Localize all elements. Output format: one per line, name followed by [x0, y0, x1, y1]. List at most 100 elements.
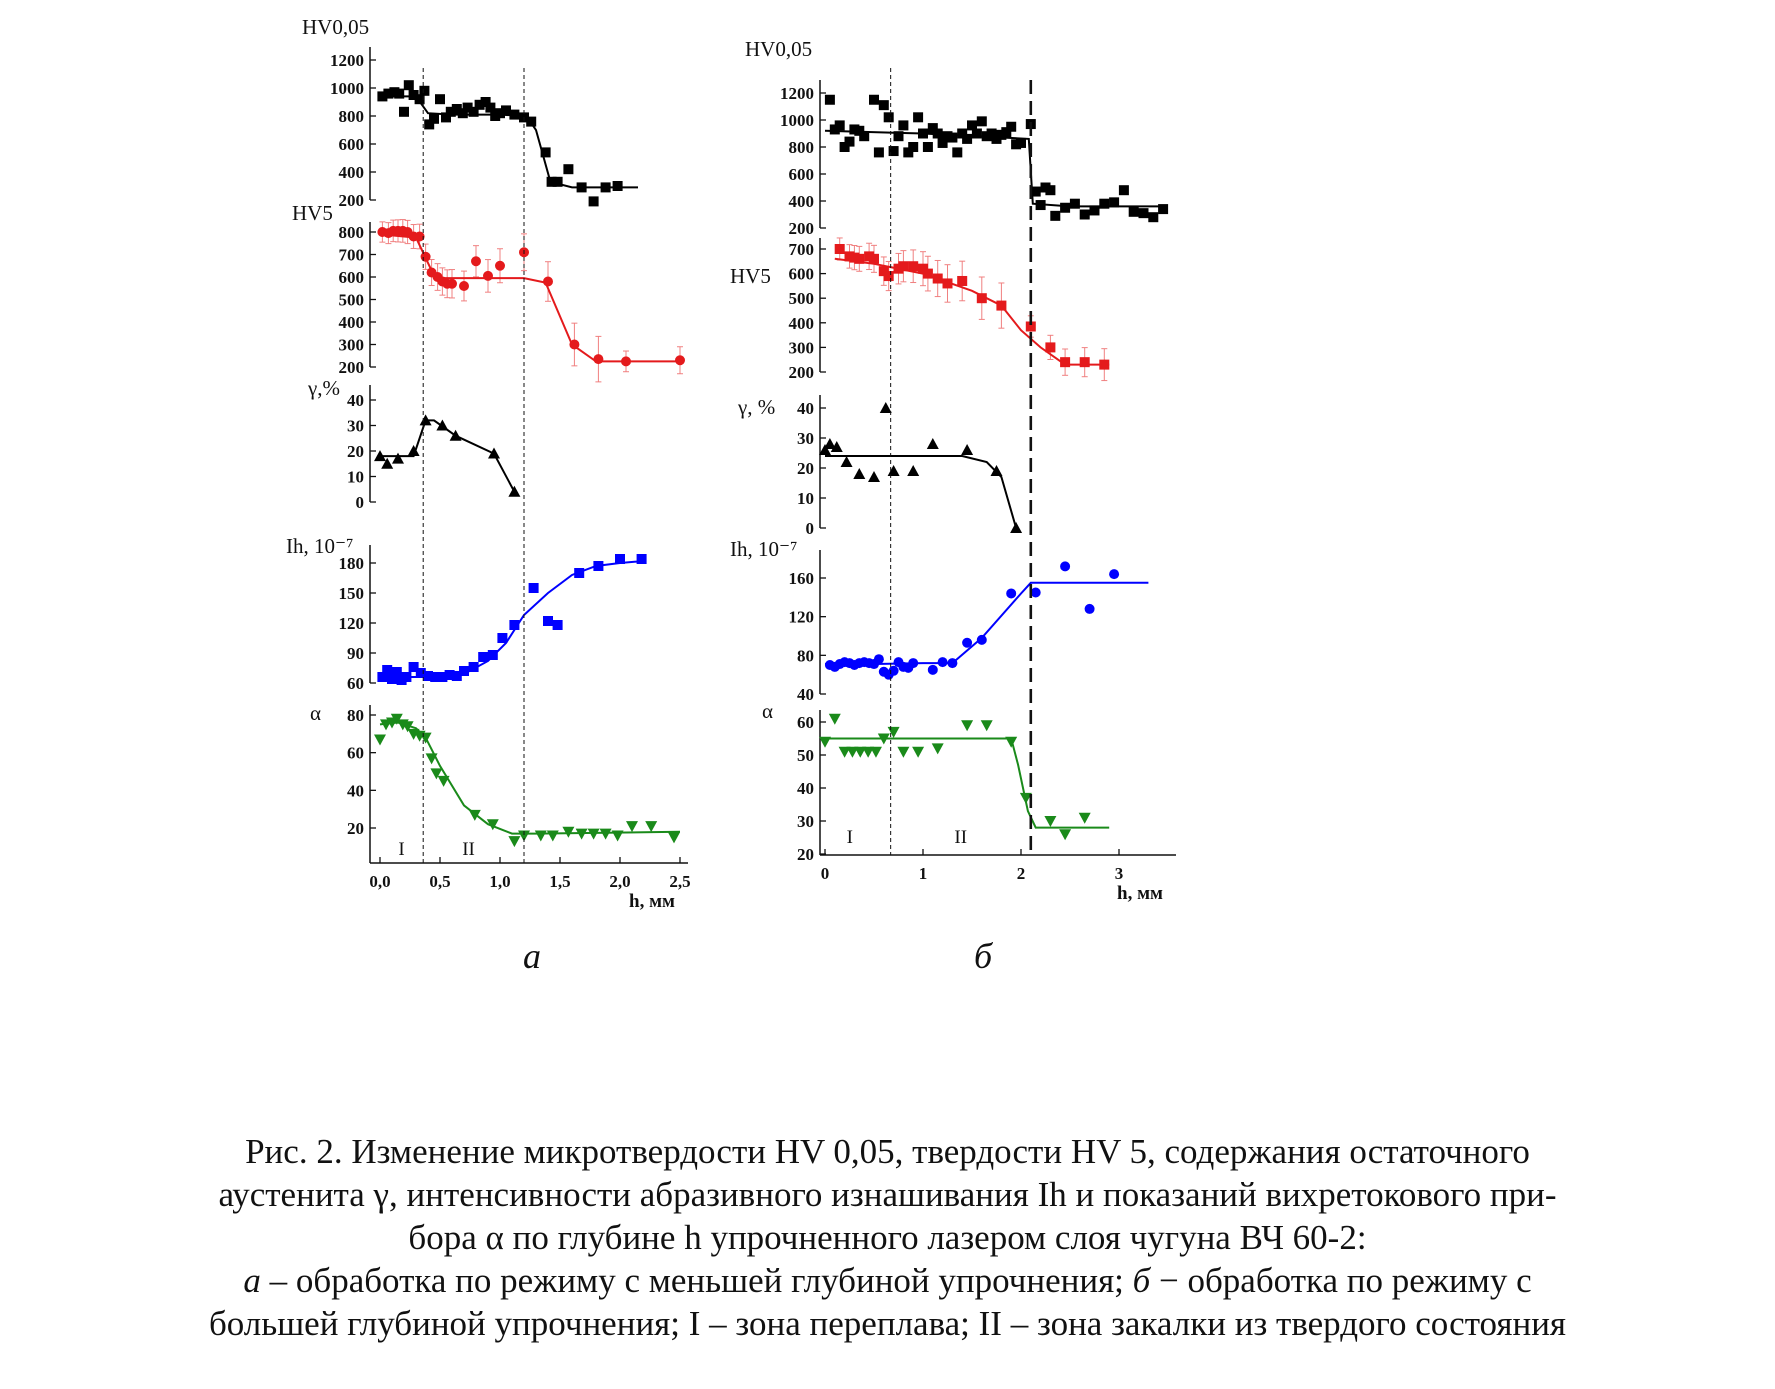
x-tick-label: 0,0 — [369, 872, 390, 891]
data-point — [961, 720, 974, 732]
data-point — [468, 106, 479, 117]
data-point — [1148, 212, 1159, 223]
data-point — [883, 271, 894, 282]
data-point — [838, 746, 851, 758]
data-point — [575, 828, 588, 840]
y-tick-label: 20 — [347, 819, 364, 838]
y-axis-label: HV0,05 — [302, 15, 369, 39]
data-point — [495, 260, 505, 271]
data-point — [552, 176, 563, 187]
data-point — [419, 414, 432, 426]
data-point — [486, 819, 499, 831]
data-point — [854, 253, 865, 264]
data-point — [1158, 204, 1169, 215]
data-point — [1019, 792, 1032, 804]
data-point — [599, 828, 612, 840]
y-tick-label: 1000 — [330, 79, 364, 98]
panel-b-5: 20 30 40 50 60 α — [762, 699, 1110, 864]
y-tick-label: 1000 — [780, 111, 814, 130]
data-point — [478, 652, 489, 662]
y-axis-label: HV5 — [292, 201, 333, 225]
data-point — [546, 830, 559, 842]
y-tick-label: 60 — [797, 713, 814, 732]
data-point — [942, 278, 953, 289]
data-point — [449, 429, 462, 441]
y-tick-label: 400 — [789, 314, 815, 333]
y-tick-label: 600 — [339, 268, 365, 287]
data-point — [447, 278, 457, 289]
data-point — [1010, 522, 1023, 533]
data-point — [1025, 321, 1036, 332]
data-point — [543, 276, 553, 287]
y-tick-label: 0 — [806, 519, 815, 538]
caption-line-5: большей глубиной упрочнения; I – зона пе… — [208, 1304, 1567, 1343]
data-point — [451, 104, 462, 114]
data-point — [976, 116, 987, 127]
x-tick-label: 1,5 — [549, 872, 570, 891]
data-point — [471, 256, 481, 267]
data-point — [908, 658, 919, 669]
data-point — [540, 147, 551, 158]
data-point — [819, 444, 831, 455]
data-point — [562, 826, 575, 838]
x-tick-label: 1 — [919, 864, 928, 883]
y-tick-label: 1200 — [780, 84, 814, 103]
data-point — [859, 131, 870, 142]
panel-b-4: 40 80 120 160 Ih, 10⁻⁷ — [730, 537, 1149, 704]
y-axis-label: HV0,05 — [745, 37, 812, 61]
data-point — [420, 251, 431, 262]
data-point — [971, 128, 982, 139]
data-point — [423, 671, 433, 681]
data-point — [932, 128, 943, 139]
data-point — [931, 743, 944, 755]
data-point — [840, 456, 853, 467]
data-point — [509, 109, 520, 120]
data-point — [392, 452, 404, 464]
data-point — [374, 450, 386, 462]
data-point — [862, 746, 875, 758]
data-point — [854, 746, 867, 758]
chart-a: 20040060080010001200HV0,0520030040050060… — [286, 15, 691, 976]
data-point — [414, 94, 425, 105]
data-point — [947, 658, 958, 669]
data-point — [868, 471, 880, 482]
data-point — [429, 113, 439, 124]
x-axis-label: h, мм — [1117, 883, 1163, 904]
y-tick-label: 50 — [797, 746, 814, 765]
data-point — [474, 99, 485, 110]
data-point — [1006, 588, 1017, 599]
data-point — [823, 438, 836, 449]
y-tick-label: 20 — [797, 459, 814, 478]
caption-line-4: а – обработка по режиму с меньшей глубин… — [0, 1259, 1775, 1302]
data-point — [1109, 197, 1120, 208]
data-point — [918, 128, 928, 139]
data-point — [1118, 185, 1129, 196]
data-point — [459, 666, 469, 676]
data-point — [967, 120, 977, 131]
y-tick-label: 80 — [797, 646, 814, 665]
x-tick-label: 2 — [1017, 864, 1026, 883]
data-point — [887, 465, 900, 476]
data-point — [976, 293, 987, 304]
data-point — [888, 146, 899, 157]
data-point — [675, 355, 685, 366]
data-point — [483, 270, 493, 281]
data-point — [534, 830, 547, 842]
data-point — [922, 142, 933, 152]
data-point — [459, 281, 469, 291]
data-point — [394, 88, 405, 99]
data-point — [1099, 198, 1110, 209]
data-point — [377, 91, 388, 102]
data-point — [468, 662, 479, 672]
data-point — [898, 120, 909, 131]
data-point — [408, 662, 419, 672]
data-point — [873, 147, 884, 158]
data-point — [543, 616, 553, 626]
data-point — [444, 670, 455, 680]
data-point — [887, 726, 900, 738]
data-point — [1079, 209, 1090, 220]
data-point — [893, 131, 904, 142]
data-point — [621, 356, 631, 367]
subfigure-label: б — [974, 936, 994, 976]
